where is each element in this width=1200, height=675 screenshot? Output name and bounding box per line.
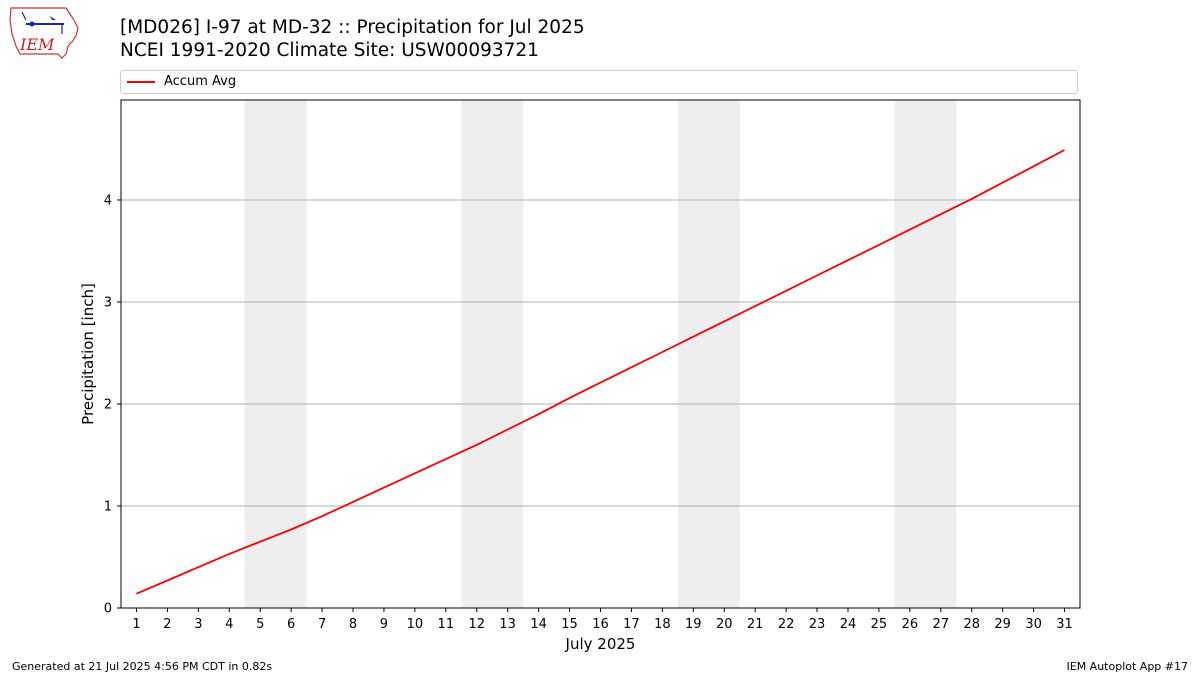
- x-tick-label: 27: [933, 617, 950, 632]
- x-tick-label: 30: [1025, 617, 1042, 632]
- x-tick-label: 29: [994, 617, 1011, 632]
- weekend-band: [461, 100, 524, 608]
- x-tick-label: 4: [225, 617, 233, 632]
- legend-swatch-accum-avg: [127, 81, 155, 83]
- x-tick-label: 10: [407, 617, 424, 632]
- x-tick-label: 17: [623, 617, 640, 632]
- x-tick-label: 28: [963, 617, 980, 632]
- series-line-accum-avg: [136, 149, 1065, 595]
- x-tick-label: 22: [778, 617, 795, 632]
- x-tick-label: 19: [685, 617, 702, 632]
- footer-app: IEM Autoplot App #17: [1066, 660, 1189, 673]
- x-tick-label: 6: [287, 617, 295, 632]
- x-tick-label: 16: [592, 617, 609, 632]
- x-tick-label: 24: [840, 617, 857, 632]
- x-tick-label: 2: [163, 617, 171, 632]
- chart-title: [MD026] I-97 at MD-32 :: Precipitation f…: [120, 17, 585, 38]
- y-tick-label: 4: [104, 193, 112, 208]
- x-tick-label: 12: [468, 617, 485, 632]
- y-tick-label: 1: [104, 499, 112, 514]
- x-tick-label: 21: [747, 617, 764, 632]
- x-tick-label: 15: [561, 617, 578, 632]
- chart-subtitle: NCEI 1991-2020 Climate Site: USW00093721: [120, 40, 539, 61]
- x-axis-label: July 2025: [565, 635, 636, 653]
- y-tick-label: 0: [104, 602, 112, 617]
- iem-logo: IEM: [9, 7, 79, 59]
- weekend-band: [677, 100, 740, 608]
- x-tick-label: 25: [871, 617, 888, 632]
- legend-label-accum-avg: Accum Avg: [164, 74, 237, 89]
- weekend-band: [894, 100, 957, 608]
- logo-text: IEM: [19, 35, 55, 54]
- footer-generated: Generated at 21 Jul 2025 4:56 PM CDT in …: [12, 660, 273, 673]
- x-tick-label: 3: [194, 617, 202, 632]
- x-tick-label: 7: [318, 617, 326, 632]
- x-tick-label: 1: [132, 617, 140, 632]
- x-tick-label: 9: [380, 617, 388, 632]
- x-tick-label: 31: [1056, 617, 1073, 632]
- y-axis-label: Precipitation [inch]: [79, 283, 97, 425]
- x-tick-label: 11: [438, 617, 455, 632]
- x-tick-label: 13: [499, 617, 516, 632]
- x-tick-label: 20: [716, 617, 733, 632]
- x-tick-label: 14: [530, 617, 547, 632]
- y-tick-label: 3: [104, 295, 112, 310]
- legend: Accum Avg: [120, 70, 1078, 94]
- y-tick-label: 2: [104, 397, 112, 412]
- x-tick-label: 8: [349, 617, 357, 632]
- x-tick-label: 26: [902, 617, 919, 632]
- x-tick-label: 5: [256, 617, 264, 632]
- x-tick-label: 23: [809, 617, 826, 632]
- x-tick-label: 18: [654, 617, 671, 632]
- weekend-band: [244, 100, 307, 608]
